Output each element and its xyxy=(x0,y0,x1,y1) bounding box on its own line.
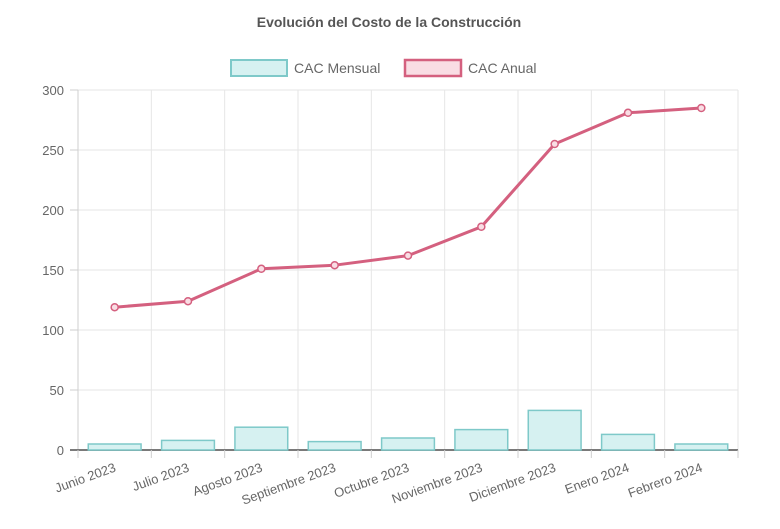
point-agosto-2023[interactable] xyxy=(257,264,266,274)
y-axis: 0 50 100 150 200 250 300 xyxy=(42,83,79,458)
grid xyxy=(77,89,739,451)
legend-swatch-cac-anual xyxy=(403,58,463,78)
y-tick-label-250: 250 xyxy=(42,143,64,158)
y-tick-label-100: 100 xyxy=(42,323,64,338)
bar-febrero-2024[interactable] xyxy=(674,443,729,451)
y-tick-label-0: 0 xyxy=(57,443,64,458)
legend-label-cac-mensual: CAC Mensual xyxy=(294,60,380,76)
x-tick-label-julio-2023: Julio 2023 xyxy=(130,460,191,494)
point-julio-2023[interactable] xyxy=(183,296,193,306)
x-axis: Junio 2023 Julio 2023 Agosto 2023Septiembr… xyxy=(53,449,739,508)
line-path-cac-anual xyxy=(113,106,703,309)
legend: CAC Mensual CAC Anual xyxy=(230,58,536,78)
legend-item-cac-anual[interactable]: CAC Anual xyxy=(403,58,536,78)
x-tick-label-enero-2024: Enero 2024 xyxy=(563,460,631,497)
point-junio-2023[interactable] xyxy=(110,302,119,312)
bar-enero-2024[interactable] xyxy=(600,433,656,451)
line-series-cac-anual xyxy=(110,103,706,312)
point-septiembre-2023[interactable] xyxy=(330,260,339,270)
legend-label-cac-anual: CAC Anual xyxy=(468,60,536,76)
bar-agosto-2023[interactable] xyxy=(234,426,289,451)
point-febrero-2024[interactable] xyxy=(697,103,706,113)
y-tick-label-50: 50 xyxy=(50,383,64,398)
y-tick-label-200: 200 xyxy=(42,203,64,218)
point-noviembre-2023[interactable] xyxy=(477,222,486,232)
point-diciembre-2023[interactable] xyxy=(550,139,559,149)
bar-series-cac-mensual xyxy=(87,409,729,451)
bar-septiembre-2023[interactable] xyxy=(307,440,362,451)
legend-item-cac-mensual[interactable]: CAC Mensual xyxy=(230,59,380,77)
point-enero-2024[interactable] xyxy=(623,108,633,118)
bar-junio-2023[interactable] xyxy=(87,443,142,451)
chart-title: Evolución del Costo de la Construcción xyxy=(257,14,521,30)
bar-diciembre-2023[interactable] xyxy=(527,409,582,451)
bar-noviembre-2023[interactable] xyxy=(454,428,509,451)
legend-swatch-cac-mensual xyxy=(230,59,288,77)
bar-octubre-2023[interactable] xyxy=(380,437,436,451)
y-tick-label-150: 150 xyxy=(42,263,64,278)
bar-julio-2023[interactable] xyxy=(160,439,216,451)
point-octubre-2023[interactable] xyxy=(403,251,413,260)
x-tick-label-junio-2023: Junio 2023 xyxy=(53,460,118,496)
y-tick-label-300: 300 xyxy=(42,83,64,98)
x-tick-label-febrero-2024: Febrero 2024 xyxy=(626,460,704,501)
